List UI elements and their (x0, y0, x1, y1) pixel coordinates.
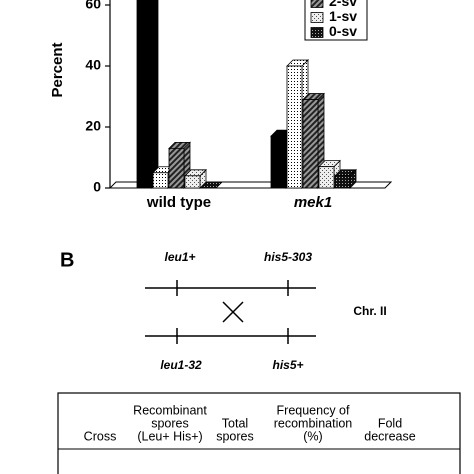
bar (286, 65, 303, 189)
table-header-cell: (Leu+ His+) (137, 429, 202, 443)
table-header-cell: spores (151, 416, 189, 430)
y-axis-label: Percent (49, 42, 66, 97)
legend-swatch (310, 27, 324, 38)
bar (318, 166, 335, 189)
x-tick-label: wild type (146, 194, 211, 211)
panel-label: B (60, 249, 74, 271)
table-header-cell: spores (216, 429, 254, 443)
marker-label: leu1+ (164, 250, 195, 264)
y-tick-label: 20 (85, 118, 101, 134)
marker-label: his5+ (272, 358, 303, 372)
bar (152, 172, 169, 189)
bar (270, 135, 287, 189)
bar-side (151, 0, 159, 189)
legend-label: 2-sv (329, 0, 357, 9)
chromosome-diagram (145, 280, 316, 344)
table-header-cell: (%) (303, 429, 322, 443)
table-header-cell: Fold (378, 416, 402, 430)
y-tick-label: 60 (85, 0, 101, 12)
marker-label: his5-303 (264, 250, 312, 264)
table-header-cell: Frequency of (277, 403, 350, 417)
legend-swatch (310, 12, 324, 23)
chromosome-label: Chr. II (353, 304, 386, 318)
bar (334, 175, 351, 189)
table-header-cell: Cross (84, 429, 117, 443)
legend-label: 0-sv (329, 23, 357, 39)
table-header-cell: recombination (274, 416, 353, 430)
bar (136, 0, 153, 189)
table-header-cell: decrease (364, 429, 415, 443)
y-tick-label: 0 (93, 179, 101, 195)
y-tick-label: 40 (85, 57, 101, 73)
legend-swatch (310, 0, 324, 8)
table-border (57, 392, 461, 474)
table-header-cell: Total (222, 416, 248, 430)
bar (184, 175, 201, 189)
bar (168, 147, 185, 189)
chart: 0 20 40 60 wild type mek1 2-sv1-sv0-sv (85, 0, 393, 211)
bar (302, 99, 319, 189)
x-tick-label: mek1 (294, 194, 332, 211)
legend-label: 1-sv (329, 8, 357, 24)
marker-label: leu1-32 (160, 358, 202, 372)
table-header-cell: Recombinant (133, 403, 207, 417)
bar-top (200, 181, 223, 189)
